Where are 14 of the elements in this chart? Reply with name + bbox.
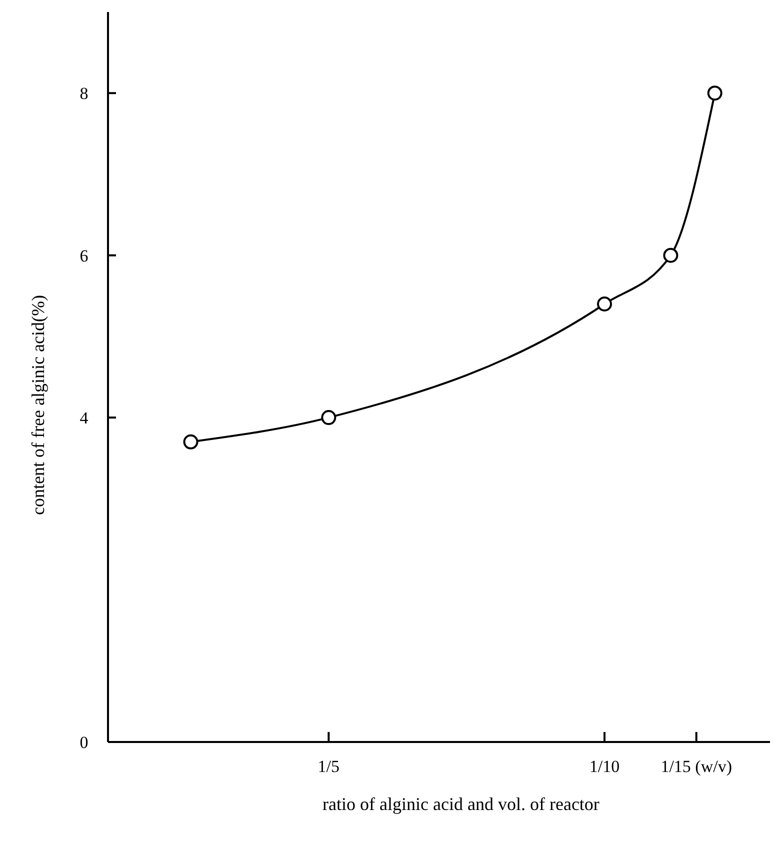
x-tick-label: 1/15 (w/v) (660, 757, 732, 776)
y-tick-label: 4 (80, 408, 89, 428)
point (321, 410, 336, 426)
x-axis-title: ratio of alginic acid and vol. of reactor (322, 794, 600, 814)
point (663, 248, 678, 263)
y-axis-title: content of free alginic acid(%) (28, 295, 48, 515)
y-tick-label: 0 (80, 732, 88, 752)
y-tick-label: 8 (80, 84, 88, 104)
x-tick-label: 1/5 (318, 757, 340, 776)
x-tick-label: 1/10 (589, 757, 620, 776)
y-tick-label: 6 (80, 246, 88, 266)
point (597, 296, 612, 312)
point (707, 86, 722, 101)
point (183, 434, 198, 450)
